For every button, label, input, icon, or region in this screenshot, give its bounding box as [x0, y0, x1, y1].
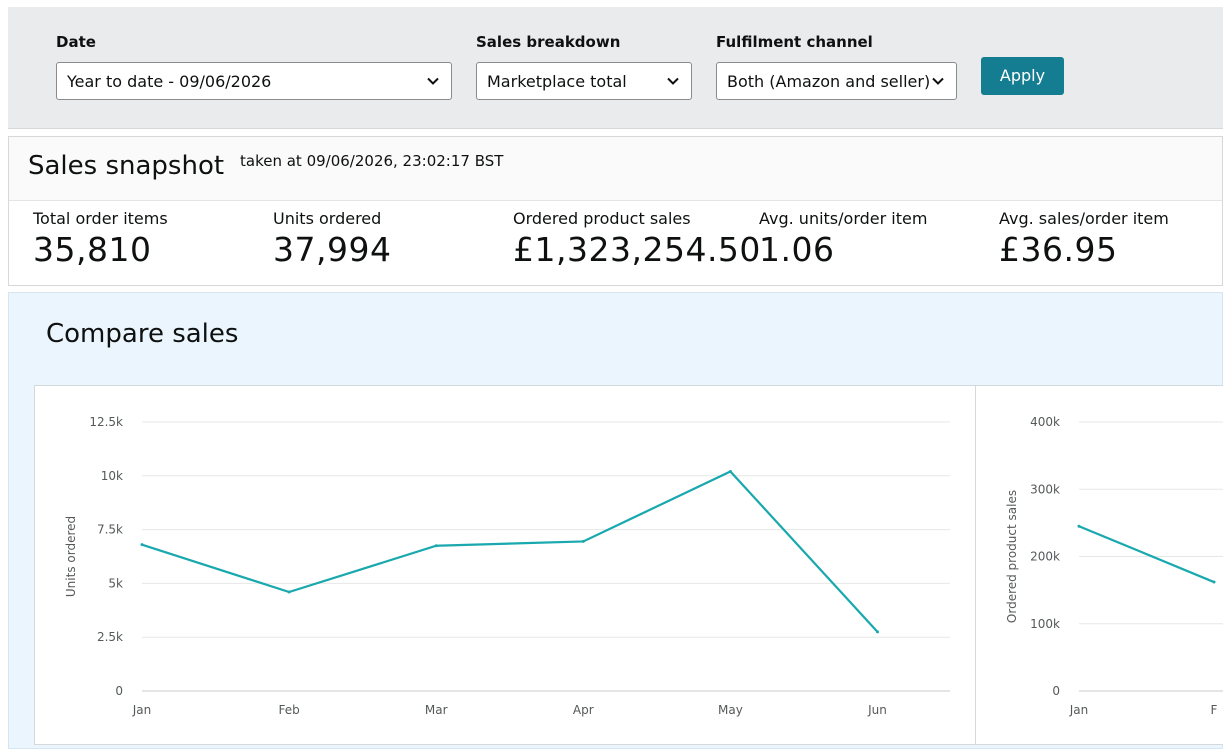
series-line: [141, 470, 879, 633]
channel-select[interactable]: Both (Amazon and seller): [716, 62, 957, 100]
data-point: [581, 539, 585, 543]
breakdown-select-value: Marketplace total: [487, 72, 627, 91]
metric-value: £36.95: [999, 230, 1118, 269]
y-tick-label: 12.5k: [89, 415, 123, 429]
data-point: [1212, 580, 1216, 584]
ordered-product-sales-chart: 0 100k 200k 300k 400k Jan F Ordered product sal…: [1005, 415, 1223, 717]
breakdown-label: Sales breakdown: [476, 33, 621, 51]
snapshot-title: Sales snapshot: [28, 151, 225, 181]
x-tick-label: Jan: [132, 703, 152, 717]
units-ordered-chart: 0 2.5k 5k 7.5k 10k 12.5k Jan Feb Mar Apr May Jun Uni…: [64, 415, 950, 717]
x-tick-label: May: [718, 703, 743, 717]
metric-units-ordered: Units ordered 37,994: [273, 209, 391, 269]
metric-label: Avg. sales/order item: [999, 209, 1169, 228]
y-tick-label: 300k: [1030, 482, 1060, 496]
y-axis-label: Ordered product sales: [1005, 490, 1019, 623]
y-tick-label: 0: [115, 684, 123, 698]
y-axis-label: Units ordered: [64, 516, 78, 597]
data-point: [728, 469, 732, 473]
x-tick-label: Jan: [1069, 703, 1089, 717]
chevron-down-icon: [427, 77, 439, 85]
units-ordered-chart-card: 0 2.5k 5k 7.5k 10k 12.5k Jan Feb Mar Apr May Jun Uni…: [34, 385, 976, 745]
metric-value: £1,323,254.50: [513, 230, 761, 269]
y-tick-label: 100k: [1030, 617, 1060, 631]
x-tick-label: Apr: [573, 703, 594, 717]
chevron-down-icon: [932, 77, 944, 85]
metric-total-order-items: Total order items 35,810: [33, 209, 168, 269]
x-tick-label: Feb: [278, 703, 299, 717]
date-label: Date: [56, 33, 96, 51]
y-tick-label: 10k: [101, 469, 123, 483]
y-tick-label: 5k: [108, 576, 123, 590]
metric-value: 37,994: [273, 230, 392, 269]
channel-select-value: Both (Amazon and seller): [727, 72, 931, 91]
snapshot-header: Sales snapshot taken at 09/06/2026, 23:0…: [9, 137, 1222, 201]
data-point: [287, 590, 291, 594]
metric-label: Ordered product sales: [513, 209, 691, 228]
data-point: [876, 630, 879, 634]
data-point: [434, 544, 438, 548]
metric-value: 35,810: [33, 230, 152, 269]
metric-avg-sales-per-order-item: Avg. sales/order item £36.95: [999, 209, 1169, 269]
compare-sales-title: Compare sales: [46, 319, 239, 349]
metric-ordered-product-sales: Ordered product sales £1,323,254.50: [513, 209, 761, 269]
data-point: [140, 543, 144, 547]
metric-avg-units-per-order-item: Avg. units/order item 1.06: [759, 209, 927, 269]
y-tick-label: 7.5k: [97, 523, 123, 537]
y-tick-label: 2.5k: [97, 630, 123, 644]
compare-sales-panel: Compare sales 0 2.5k 5k 7.5k 10k 12.5k Jan Feb M…: [8, 292, 1223, 749]
x-tick-label: F: [1211, 703, 1218, 717]
snapshot-timestamp: taken at 09/06/2026, 23:02:17 BST: [240, 152, 504, 170]
filter-bar: Date Year to date - 09/06/2026 Sales bre…: [8, 7, 1223, 129]
y-tick-label: 0: [1052, 684, 1060, 698]
metric-value: 1.06: [759, 230, 835, 269]
ordered-product-sales-chart-card: 0 100k 200k 300k 400k Jan F Ordered product sal…: [975, 385, 1223, 745]
date-select-value: Year to date - 09/06/2026: [67, 72, 272, 91]
date-select[interactable]: Year to date - 09/06/2026: [56, 62, 452, 100]
metric-label: Total order items: [33, 209, 168, 228]
x-tick-label: Mar: [425, 703, 448, 717]
data-point: [1077, 524, 1081, 528]
metric-label: Avg. units/order item: [759, 209, 928, 228]
apply-button[interactable]: Apply: [981, 57, 1064, 95]
chevron-down-icon: [667, 77, 679, 85]
x-tick-label: Jun: [867, 703, 887, 717]
y-tick-label: 200k: [1030, 550, 1060, 564]
series-line: [1078, 525, 1215, 584]
y-tick-label: 400k: [1030, 415, 1060, 429]
metric-label: Units ordered: [273, 209, 382, 228]
sales-snapshot-panel: Sales snapshot taken at 09/06/2026, 23:0…: [8, 136, 1223, 286]
breakdown-select[interactable]: Marketplace total: [476, 62, 692, 100]
channel-label: Fulfilment channel: [716, 33, 873, 51]
